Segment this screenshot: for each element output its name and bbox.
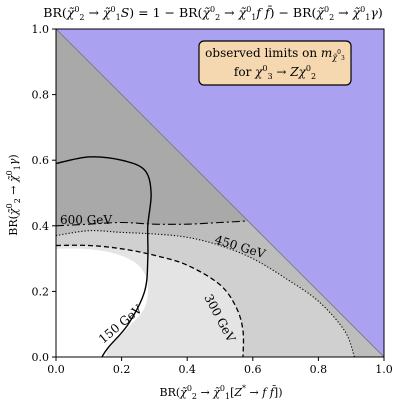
contour-600-gev	[56, 220, 248, 227]
contour-450-gev	[56, 230, 356, 357]
x-tick-label: 0.4	[178, 363, 196, 376]
diagonal-boundary	[56, 29, 384, 357]
y-tick-label: 0.4	[32, 220, 50, 233]
contour-lines	[56, 156, 356, 357]
legend-box: observed limits on mχ̃03 for χ03 → Zχ02	[198, 40, 352, 86]
axes: 0.0 0.2 0.4 0.6 0.8 1.0 0.0 0.2 0.4 0.6 0.8 1.0	[32, 23, 393, 376]
filled-regions	[56, 29, 384, 357]
legend-frame	[198, 40, 352, 86]
label-600-gev: 600 GeV	[60, 213, 112, 227]
chart-title: BR(χ̃02 → χ̃01S) = 1 − BR(χ̃02 → χ̃01f f…	[43, 4, 382, 22]
x-tick-label: 0.6	[244, 363, 262, 376]
contour-300-gev	[56, 244, 245, 357]
plot-area	[56, 29, 384, 357]
y-tick-label: 0.0	[32, 351, 50, 364]
y-tick-label: 0.2	[32, 285, 50, 298]
contour-150-gev	[56, 156, 152, 357]
legend-line-2: for χ03 → Zχ02	[234, 64, 316, 81]
legend-line-1: observed limits on mχ̃03	[205, 46, 345, 62]
x-tick-label: 1.0	[375, 363, 393, 376]
x-tick-label: 0.0	[47, 363, 65, 376]
x-axis-label: BR(χ̃02 → χ̃01[Z* → f f̄])	[159, 384, 282, 401]
y-tick-label: 0.6	[32, 154, 50, 167]
y-tick-label: 1.0	[32, 23, 50, 36]
y-tick-label: 0.8	[32, 89, 50, 102]
x-tick-label: 0.8	[310, 363, 328, 376]
y-axis-label: BR(χ̃02 → χ̃01γ)	[5, 154, 22, 235]
region-below-150	[56, 248, 149, 357]
axes-frame	[55, 28, 385, 358]
x-tick-label: 0.2	[113, 363, 131, 376]
